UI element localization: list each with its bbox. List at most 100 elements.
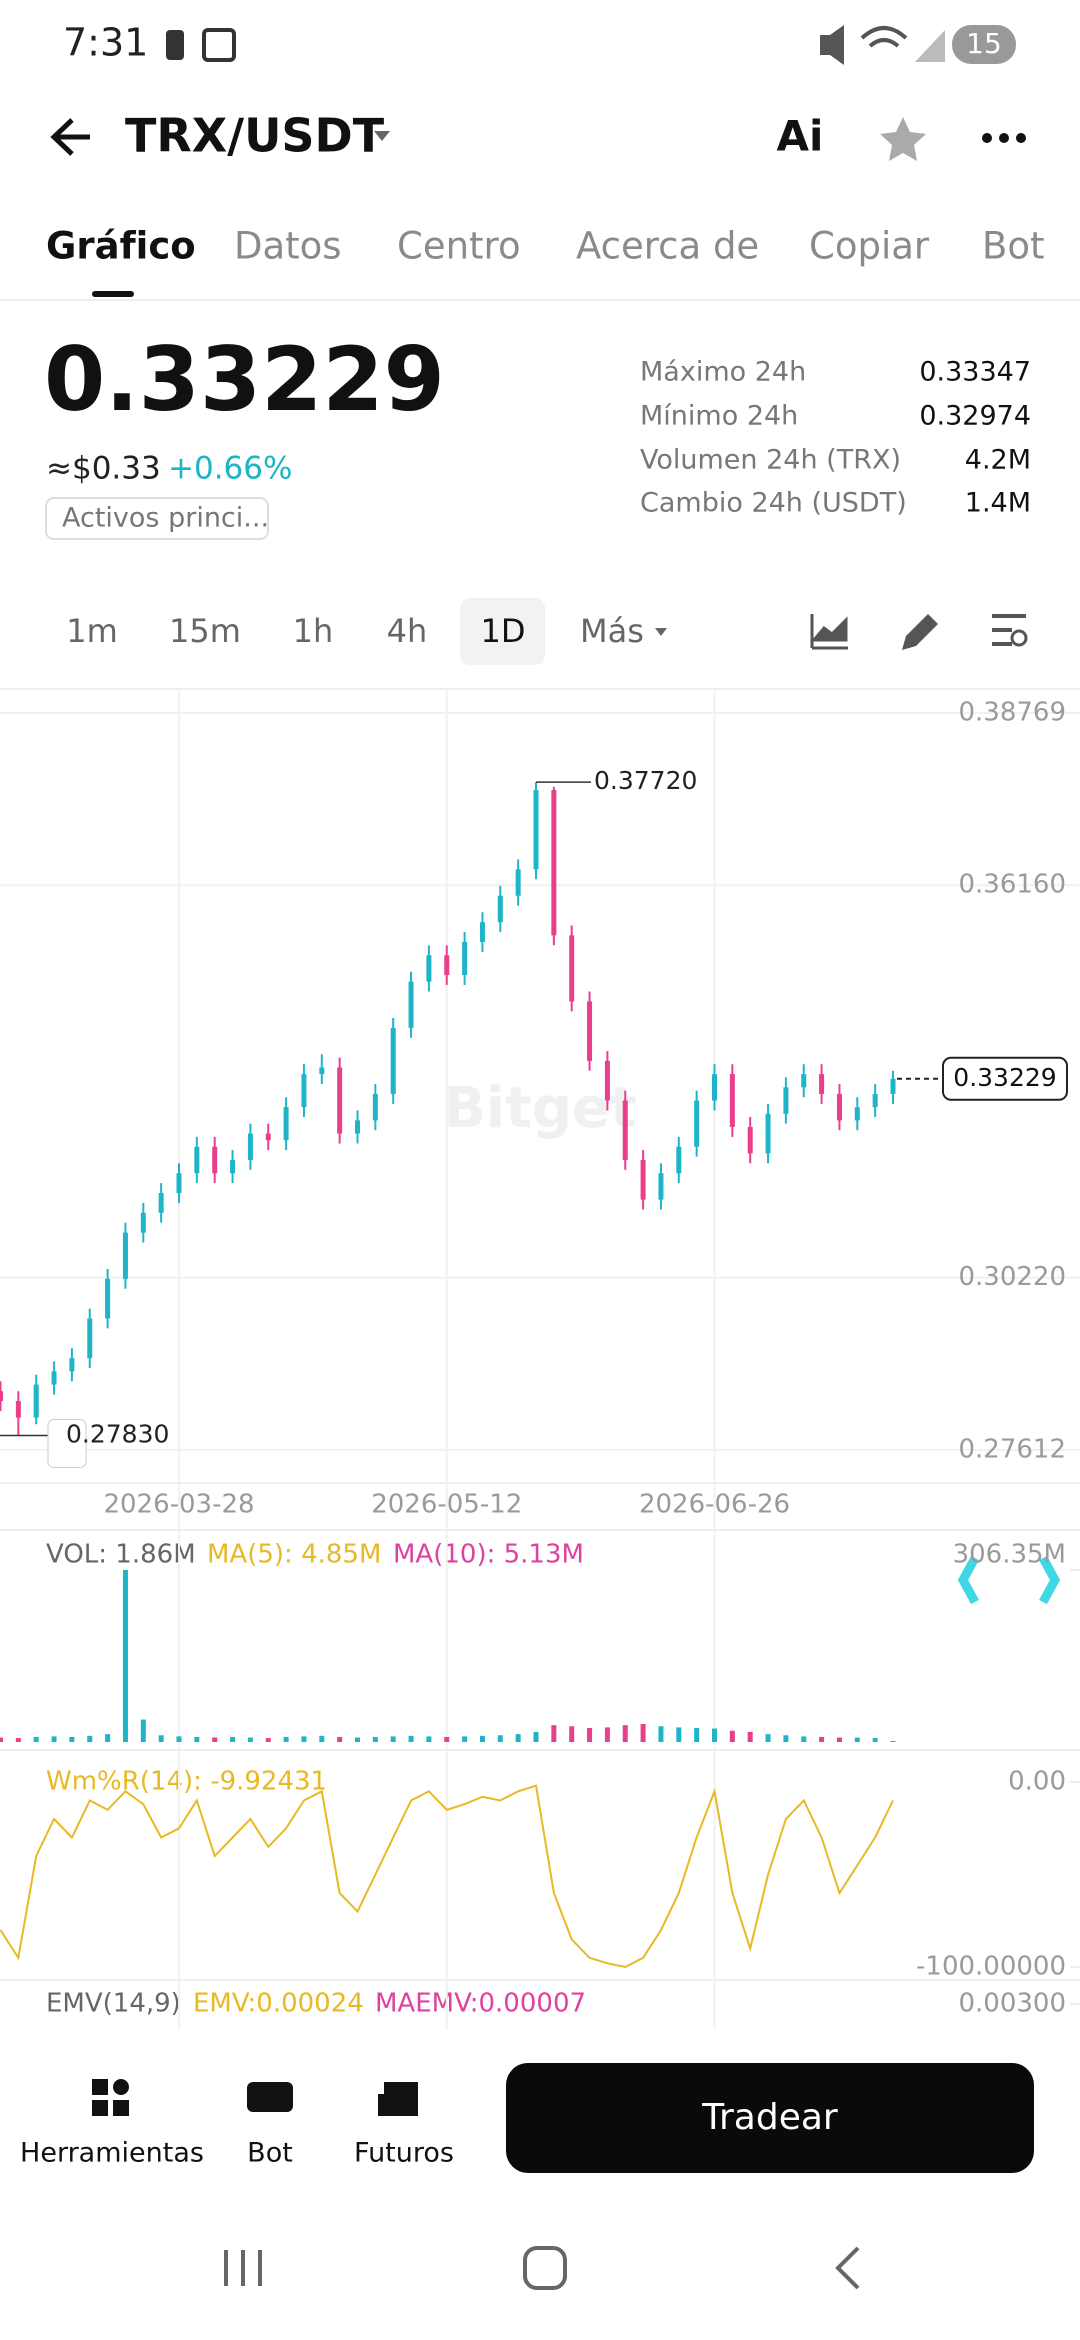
tools-icon[interactable]	[92, 2100, 108, 2116]
trade-button[interactable]	[506, 2063, 1034, 2173]
candle-body	[230, 1159, 236, 1174]
tab[interactable]: Gráfico	[46, 225, 196, 268]
ai-button[interactable]: Ai	[777, 112, 824, 161]
candle-body	[462, 941, 468, 976]
y-tick-label: 0.00300	[958, 1989, 1066, 2019]
vol-legend: VOL: 1.86M	[46, 1540, 196, 1570]
volume-bar	[283, 1736, 289, 1742]
candle-body	[33, 1384, 39, 1418]
tool-label[interactable]: Herramientas	[20, 2138, 204, 2169]
draw-icon[interactable]	[902, 614, 938, 650]
settings-icon[interactable]	[1010, 629, 1028, 647]
volume-bar	[712, 1728, 717, 1742]
last-price: 0.33229	[44, 328, 445, 431]
tool-label[interactable]: Bot	[247, 2138, 293, 2169]
volume-bar	[176, 1736, 182, 1742]
trade-label[interactable]: Tradear	[701, 2097, 838, 2138]
favorite-star[interactable]	[880, 117, 926, 161]
candle-body	[801, 1074, 807, 1088]
tag-box[interactable]	[45, 497, 269, 540]
low-badge	[47, 1418, 87, 1468]
battery-level: 15	[966, 27, 1002, 60]
volume-bar	[729, 1730, 735, 1742]
candle-body	[854, 1107, 860, 1121]
volume-bar	[194, 1736, 200, 1742]
stat-label: Mínimo 24h	[640, 401, 798, 432]
candle-body	[872, 1093, 878, 1108]
emv-legend: EMV:0.00024	[193, 1989, 364, 2019]
candle-body	[587, 1001, 593, 1061]
volume-bar	[158, 1735, 164, 1742]
more-menu[interactable]	[982, 133, 1026, 143]
volume-bar	[319, 1735, 325, 1742]
tool-label[interactable]: Futuros	[354, 2138, 454, 2169]
timeframe[interactable]: 1D	[481, 612, 526, 650]
volume-bar	[247, 1737, 253, 1742]
back-button[interactable]	[50, 118, 90, 156]
status-time: 7:31	[63, 21, 148, 65]
last-price-label: 0.33229	[953, 1063, 1056, 1092]
status-icon	[166, 30, 184, 60]
volume-bar	[872, 1738, 878, 1742]
ma5-legend: MA(5): 4.85M	[207, 1540, 381, 1570]
volume-bar	[765, 1734, 771, 1742]
volume-bar	[105, 1734, 111, 1742]
price-change: +0.66%	[168, 451, 292, 487]
volume-bar	[604, 1727, 610, 1742]
stat-value: 4.2M	[965, 445, 1031, 476]
more-dropdown[interactable]	[655, 628, 667, 636]
tools-icon[interactable]	[113, 2079, 129, 2095]
timeframe[interactable]: Más	[580, 612, 644, 650]
x-tick-label: 2026-03-28	[103, 1490, 254, 1520]
timeframe[interactable]: 4h	[387, 612, 428, 650]
y-tick-label: -100.00000	[916, 1952, 1066, 1982]
timeframe-selected	[460, 598, 545, 665]
timeframe[interactable]: 15m	[169, 612, 241, 650]
settings-icon[interactable]	[992, 614, 1026, 646]
y-tick-label: 0.27612	[958, 1434, 1066, 1464]
timeframe[interactable]: 1h	[293, 612, 334, 650]
volume-bar	[444, 1736, 450, 1742]
candle-body	[836, 1093, 842, 1121]
x-tick-label: 2026-06-26	[639, 1490, 790, 1520]
watermark: Bitget	[443, 1076, 636, 1141]
wmr-title: Wm%R(14): -9.92431	[46, 1767, 327, 1797]
low-label: 0.27830	[66, 1419, 169, 1448]
volume-bar	[551, 1725, 557, 1742]
tab[interactable]: Datos	[234, 225, 342, 268]
stat-label: Cambio 24h (USDT)	[640, 488, 907, 519]
volume-bar	[408, 1735, 414, 1742]
nav-back[interactable]	[835, 2246, 860, 2290]
nav-recent[interactable]	[224, 2250, 262, 2286]
timeframe[interactable]: 1m	[66, 612, 118, 650]
candle-body	[372, 1093, 378, 1121]
tag[interactable]: Activos princi...	[62, 503, 269, 534]
nav-home[interactable]	[523, 2246, 567, 2290]
tab[interactable]: Copiar	[809, 225, 930, 268]
volume-bar	[122, 1570, 128, 1742]
candle-body	[158, 1193, 164, 1213]
volume-bar	[854, 1737, 860, 1742]
chart-type-icon[interactable]	[810, 614, 848, 650]
tab[interactable]: Bot	[982, 225, 1045, 268]
wifi-icon	[860, 26, 908, 48]
tools-icon[interactable]	[113, 2100, 129, 2116]
volume-bar	[212, 1737, 218, 1742]
pair-title[interactable]: TRX/USDT	[125, 109, 385, 163]
stat-value: 1.4M	[965, 488, 1031, 519]
pair-dropdown[interactable]	[374, 131, 390, 141]
tab[interactable]: Centro	[397, 225, 521, 268]
candle-body	[479, 922, 485, 942]
volume-bar	[355, 1737, 360, 1742]
candle-body	[747, 1126, 753, 1154]
futures-icon[interactable]	[378, 2082, 418, 2116]
tools-icon[interactable]	[92, 2079, 108, 2095]
expand-arrows[interactable]	[957, 1555, 1061, 1605]
tab[interactable]: Acerca de	[576, 225, 759, 268]
bot-icon[interactable]	[247, 2082, 293, 2112]
y-tick-label: 0.30220	[958, 1262, 1066, 1292]
volume-bar	[658, 1726, 664, 1742]
candle-body	[51, 1371, 57, 1385]
candle-body	[890, 1078, 896, 1094]
